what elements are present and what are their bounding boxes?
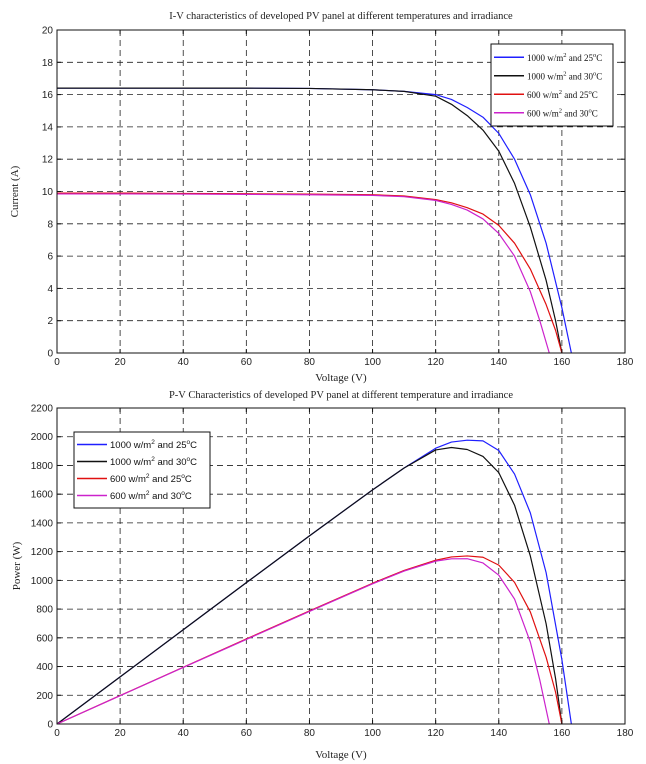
series-line-2 — [57, 87, 563, 354]
y-tick-label: 14 — [42, 122, 54, 133]
legend-label: 600 w/m2 and 30oC — [110, 490, 192, 502]
y-tick-label: 6 — [47, 252, 53, 263]
x-tick-label: 60 — [241, 357, 253, 368]
y-tick-label: 0 — [47, 720, 53, 731]
y-tick-label: 1800 — [31, 461, 54, 472]
x-tick-label: 140 — [490, 357, 507, 368]
x-tick-label: 180 — [617, 728, 634, 739]
series-line-2 — [56, 446, 563, 725]
plot-frame — [56, 407, 626, 725]
y-tick-label: 1200 — [31, 547, 54, 558]
x-tick-label: 40 — [178, 357, 190, 368]
y-tick-label: 2200 — [31, 404, 54, 415]
y-tick-label: 2 — [47, 316, 53, 327]
series-line-4 — [56, 558, 550, 725]
x-axis-label: Voltage (V) — [315, 372, 367, 384]
x-tick-label: 20 — [115, 728, 127, 739]
x-tick-label: 80 — [304, 357, 316, 368]
y-tick-label: 0 — [47, 349, 53, 360]
legend-label: 1000 w/m2 and 25oC — [527, 52, 602, 63]
x-tick-label: 100 — [364, 728, 381, 739]
chart-1: I-V characteristics of developed PV pane… — [9, 11, 634, 384]
y-tick-label: 8 — [47, 219, 53, 230]
y-tick-label: 400 — [36, 662, 53, 673]
x-tick-label: 20 — [115, 357, 127, 368]
legend-label: 600 w/m2 and 25oC — [527, 89, 598, 100]
x-tick-label: 180 — [617, 357, 634, 368]
y-tick-label: 16 — [42, 90, 54, 101]
y-tick-label: 1600 — [31, 490, 54, 501]
legend-label: 1000 w/m2 and 30oC — [527, 70, 602, 81]
chart-title: P-V Characteristics of developed PV pane… — [169, 390, 513, 401]
x-tick-label: 140 — [490, 728, 507, 739]
x-tick-label: 60 — [241, 728, 253, 739]
x-tick-label: 40 — [178, 728, 190, 739]
y-tick-label: 18 — [42, 58, 54, 69]
legend: 1000 w/m2 and 25oC 1000 w/m2 and 30oC 600 … — [73, 431, 211, 509]
x-tick-label: 0 — [54, 728, 60, 739]
y-tick-label: 1400 — [31, 518, 54, 529]
y-tick-label: 2000 — [31, 432, 54, 443]
y-tick-label: 20 — [42, 26, 54, 37]
y-tick-label: 200 — [36, 691, 53, 702]
series-line-4 — [57, 193, 550, 354]
chart-title: I-V characteristics of developed PV pane… — [169, 11, 513, 22]
x-tick-label: 120 — [427, 728, 444, 739]
legend-label: 1000 w/m2 and 25oC — [110, 439, 197, 451]
legend-label: 600 w/m2 and 30oC — [527, 107, 598, 118]
series-line-3 — [57, 192, 563, 354]
chart-2: P-V Characteristics of developed PV pane… — [11, 390, 634, 761]
legend-label: 1000 w/m2 and 30oC — [110, 456, 197, 468]
x-tick-label: 160 — [554, 357, 571, 368]
y-tick-label: 12 — [42, 155, 54, 166]
y-tick-label: 600 — [36, 633, 53, 644]
x-tick-label: 100 — [364, 357, 381, 368]
y-axis-label: Current (A) — [9, 165, 21, 217]
x-axis-label: Voltage (V) — [315, 749, 367, 761]
series-line-1 — [57, 87, 572, 354]
x-tick-label: 120 — [427, 357, 444, 368]
legend: 1000 w/m2 and 25oC 1000 w/m2 and 30oC 600 … — [490, 43, 614, 127]
x-tick-label: 160 — [554, 728, 571, 739]
y-axis-label: Power (W) — [11, 541, 23, 590]
y-tick-label: 10 — [42, 187, 54, 198]
x-tick-label: 0 — [54, 357, 60, 368]
y-tick-label: 4 — [47, 284, 53, 295]
x-tick-label: 80 — [304, 728, 316, 739]
y-tick-label: 1000 — [31, 576, 54, 587]
legend-label: 600 w/m2 and 25oC — [110, 473, 192, 485]
y-tick-label: 800 — [36, 605, 53, 616]
